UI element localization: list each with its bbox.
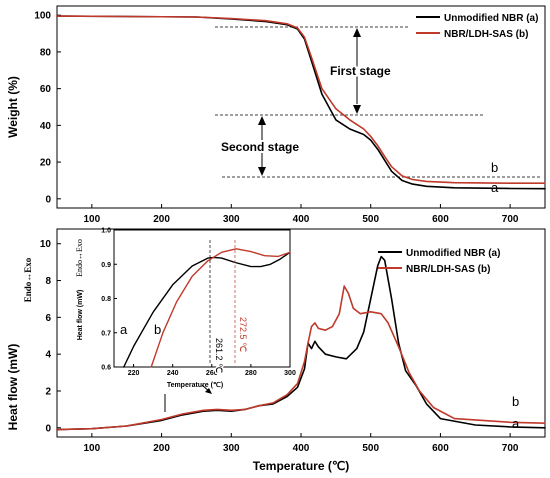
series-line-unmodified-nbr bbox=[56, 15, 546, 190]
inset-peak-label-a: 261.2 ℃ bbox=[214, 338, 224, 373]
tga-y-axis-label: Weight (%) bbox=[6, 76, 20, 138]
legend-label-ldh: NBR/LDH-SAS (b) bbox=[444, 29, 528, 40]
y-tick-label: 0 bbox=[45, 194, 51, 205]
y-tick-label: 2 bbox=[45, 386, 51, 397]
inset-series-letter-b: b bbox=[154, 322, 161, 337]
x-tick-label: 600 bbox=[432, 214, 449, 225]
tga-x-ticks: 100 200 300 400 500 600 700 bbox=[84, 204, 519, 225]
y-tick-label: 80 bbox=[40, 47, 52, 58]
dsc-y-axis-label: Heat flow (mW) bbox=[6, 344, 20, 431]
tga-second-stage-arrow bbox=[258, 116, 266, 176]
inset-y-axis-label: Heat flow (mW) bbox=[77, 290, 84, 341]
x-tick-label: 220 bbox=[128, 370, 140, 377]
series-line-nbr-ldh-sas bbox=[150, 248, 291, 368]
arrow-icon bbox=[205, 388, 212, 394]
dsc-x-ticks: 100 200 300 400 500 600 700 bbox=[84, 433, 519, 454]
dsc-y-ticks: 0 2 4 6 8 10 bbox=[40, 239, 61, 434]
legend-label-unmodified: Unmodified NBR (a) bbox=[444, 13, 538, 24]
y-tick-label: 10 bbox=[40, 239, 52, 250]
y-tick-label: 0.7 bbox=[101, 330, 111, 337]
arrow-up-icon bbox=[258, 116, 266, 125]
tga-series-letter-b: b bbox=[491, 160, 498, 175]
tga-series bbox=[56, 15, 546, 190]
second-stage-annotation: Second stage bbox=[221, 140, 299, 154]
x-tick-label: 700 bbox=[502, 214, 519, 225]
dsc-x-axis-label: Temperature (℃) bbox=[253, 459, 350, 473]
inset-x-ticks: 220 240 260 280 300 bbox=[128, 364, 296, 377]
dsc-series bbox=[56, 255, 546, 431]
x-tick-label: 700 bbox=[502, 443, 519, 454]
series-line-unmodified-nbr bbox=[56, 255, 546, 431]
arrow-down-icon bbox=[353, 105, 361, 114]
dsc-endo-exo-label: Endo↔Exo bbox=[23, 257, 33, 302]
x-tick-label: 100 bbox=[84, 443, 101, 454]
inset-series-letter-a: a bbox=[120, 322, 128, 337]
y-tick-label: 1.0 bbox=[101, 228, 111, 235]
x-tick-label: 200 bbox=[153, 214, 170, 225]
first-stage-annotation: First stage bbox=[330, 64, 391, 78]
y-tick-label: 6 bbox=[45, 313, 51, 324]
y-tick-label: 40 bbox=[40, 121, 52, 132]
y-tick-label: 20 bbox=[40, 158, 52, 169]
x-tick-label: 100 bbox=[84, 214, 101, 225]
x-tick-label: 280 bbox=[245, 370, 257, 377]
y-tick-label: 0.8 bbox=[101, 296, 111, 303]
dsc-inset: 220 240 260 280 300 0.6 0.7 0.8 0.9 1.0 Temperat… bbox=[75, 228, 296, 390]
x-tick-label: 240 bbox=[167, 370, 179, 377]
x-tick-label: 500 bbox=[362, 443, 379, 454]
y-tick-label: 0.9 bbox=[101, 262, 111, 269]
series-line-nbr-ldh-sas bbox=[56, 15, 546, 184]
tga-guide-lines bbox=[215, 26, 540, 178]
x-tick-label: 500 bbox=[362, 214, 379, 225]
y-tick-label: 60 bbox=[40, 84, 52, 95]
tga-panel: 100 200 300 400 500 600 700 0 20 40 60 80 100 Weigh… bbox=[6, 5, 546, 225]
x-tick-label: 400 bbox=[293, 443, 310, 454]
x-tick-label: 200 bbox=[153, 443, 170, 454]
arrow-up-icon bbox=[353, 28, 361, 37]
x-tick-label: 300 bbox=[284, 370, 296, 377]
inset-peak-label-b: 272.5 ℃ bbox=[238, 317, 248, 352]
legend-label-ldh: NBR/LDH-SAS (b) bbox=[406, 264, 490, 275]
dsc-series-letter-a: a bbox=[512, 416, 520, 431]
tga-series-letter-a: a bbox=[491, 180, 499, 195]
y-tick-label: 4 bbox=[45, 350, 51, 361]
series-line-unmodified-nbr bbox=[123, 251, 291, 368]
dsc-series-letter-b: b bbox=[512, 394, 519, 409]
x-tick-label: 300 bbox=[223, 214, 240, 225]
inset-frame bbox=[113, 229, 291, 368]
series-line-nbr-ldh-sas bbox=[56, 285, 546, 431]
x-tick-label: 600 bbox=[432, 443, 449, 454]
arrow-down-icon bbox=[258, 167, 266, 176]
x-tick-label: 400 bbox=[293, 214, 310, 225]
inset-y-ticks: 0.6 0.7 0.8 0.9 1.0 bbox=[101, 228, 117, 372]
dsc-panel: 100 200 300 400 500 600 700 0 2 4 6 8 10 Temperatur… bbox=[6, 228, 546, 473]
x-tick-label: 260 bbox=[206, 370, 218, 377]
inset-series bbox=[123, 248, 291, 368]
y-tick-label: 8 bbox=[45, 276, 51, 287]
tga-legend: Unmodified NBR (a) NBR/LDH-SAS (b) bbox=[416, 13, 538, 40]
inset-x-axis-label: Temperature (℃) bbox=[167, 381, 223, 389]
tga-y-ticks: 0 20 40 60 80 100 bbox=[34, 11, 61, 205]
x-tick-label: 300 bbox=[223, 443, 240, 454]
y-tick-label: 100 bbox=[34, 11, 51, 22]
inset-endo-exo-label: Endo↔Exo bbox=[75, 239, 84, 277]
dsc-legend: Unmodified NBR (a) NBR/LDH-SAS (b) bbox=[378, 248, 500, 275]
y-tick-label: 0.6 bbox=[101, 365, 111, 372]
legend-label-unmodified: Unmodified NBR (a) bbox=[406, 248, 500, 259]
tga-first-stage-arrow bbox=[353, 28, 361, 114]
y-tick-label: 0 bbox=[45, 423, 51, 434]
